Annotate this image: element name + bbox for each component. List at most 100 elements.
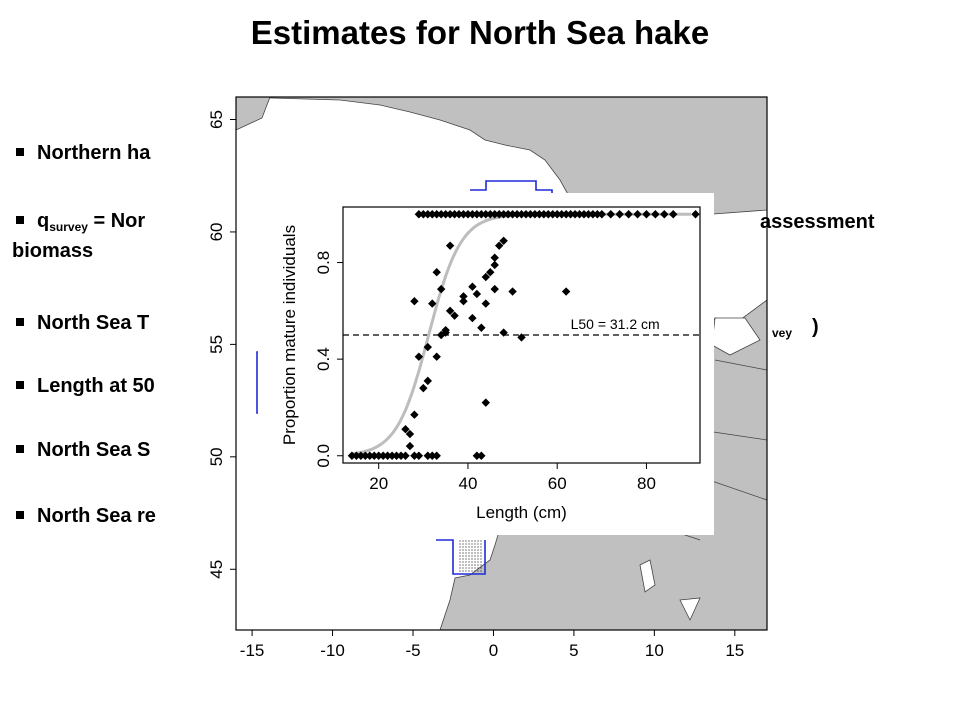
data-point [436, 284, 446, 294]
data-point [352, 451, 361, 460]
bullet-3-text: North Sea T [37, 312, 150, 334]
x-tick-label: 80 [637, 474, 656, 493]
data-point [468, 210, 477, 219]
data-point [615, 210, 624, 219]
x-axis-label: Length (cm) [476, 503, 567, 522]
island-sardinia [679, 597, 701, 621]
data-point [383, 451, 392, 460]
data-point [597, 210, 607, 219]
bullet-5-text: North Sea S [37, 439, 151, 461]
map-x-tick-label: 15 [725, 641, 744, 660]
survey-box-south [436, 539, 486, 575]
data-point [436, 330, 446, 340]
data-point [432, 268, 441, 277]
data-point [454, 210, 464, 219]
data-point [423, 342, 432, 352]
data-point [472, 210, 482, 219]
data-point [387, 451, 397, 460]
data-point [486, 268, 495, 277]
map-x-tick-label: 0 [489, 641, 498, 660]
data-point [450, 311, 459, 320]
survey-box-north [470, 180, 553, 200]
data-point [521, 210, 531, 219]
data-point [579, 210, 589, 219]
data-point [517, 210, 526, 219]
data-point [432, 210, 441, 219]
bullet-2: qsurvey = Nor [12, 208, 145, 240]
data-point [691, 210, 700, 219]
bullet-1-text: Northern ha [37, 142, 151, 164]
data-point [401, 451, 410, 460]
data-point [651, 210, 660, 219]
y-tick-label: 0.8 [314, 251, 333, 275]
data-point [445, 210, 455, 219]
data-point [428, 451, 437, 460]
bullet-6: North Sea re [12, 503, 156, 529]
y-tick-label: 0.0 [314, 444, 333, 468]
data-point [468, 313, 477, 323]
data-point [396, 451, 406, 460]
bullet-5: North Sea S [12, 437, 150, 463]
data-point [530, 210, 540, 219]
data-point [441, 210, 450, 219]
data-point [544, 210, 553, 219]
data-points [347, 210, 700, 460]
bullet-4: Length at 50 [12, 373, 155, 399]
data-point [392, 451, 401, 460]
map-x-tick-label: -10 [320, 641, 345, 660]
data-point [499, 328, 508, 337]
data-point [481, 398, 490, 407]
data-point [642, 210, 651, 219]
bullet-2-text: = Nor [87, 210, 146, 232]
chart-background [258, 193, 714, 535]
bullet-2-q-subscript: survey [49, 220, 88, 234]
data-point [423, 376, 432, 386]
data-point [445, 306, 455, 316]
data-point [490, 284, 499, 294]
bullet-4-text: Length at 50 [37, 375, 155, 397]
bullet-marker-icon [16, 511, 24, 520]
data-point [423, 210, 432, 219]
data-point [526, 210, 535, 219]
data-point [428, 299, 437, 308]
data-point [432, 451, 441, 460]
bullet-2-continuation: biomass [12, 240, 94, 262]
data-point [419, 383, 428, 393]
data-point [414, 210, 424, 219]
data-point [477, 210, 486, 219]
data-point [490, 260, 499, 270]
data-point [405, 441, 415, 451]
data-point [606, 210, 615, 219]
data-point [410, 451, 419, 460]
data-point [481, 299, 490, 308]
data-point [588, 210, 598, 219]
data-point [548, 210, 557, 219]
data-point [481, 272, 490, 282]
data-point [535, 210, 544, 219]
bullet-marker-icon [16, 318, 24, 327]
data-point [405, 429, 415, 439]
x-tick-label: 60 [548, 474, 567, 493]
data-point [660, 210, 669, 219]
data-point [472, 451, 482, 460]
data-point [503, 210, 513, 219]
data-point [494, 210, 504, 219]
map-y-tick-label: 45 [207, 560, 226, 579]
map-y-tick-label: 65 [207, 110, 226, 129]
map-y-axis: 45 50 55 60 65 [207, 110, 236, 579]
data-point [561, 287, 571, 296]
data-point [423, 451, 432, 460]
data-point [557, 210, 566, 219]
data-point [374, 451, 383, 460]
bullet-marker-icon [16, 148, 24, 157]
map-y-tick-label: 60 [207, 222, 226, 241]
bullet-marker-icon [16, 445, 24, 454]
data-point [669, 210, 678, 219]
data-point [419, 210, 428, 219]
data-point [459, 292, 468, 301]
data-point [365, 451, 374, 460]
data-point [486, 210, 495, 219]
chart-axes: 20 40 60 80 0.0 0.4 0.8 [314, 251, 656, 493]
x-tick-label: 20 [369, 474, 388, 493]
l50-annotation: L50 = 31.2 cm [571, 316, 660, 332]
